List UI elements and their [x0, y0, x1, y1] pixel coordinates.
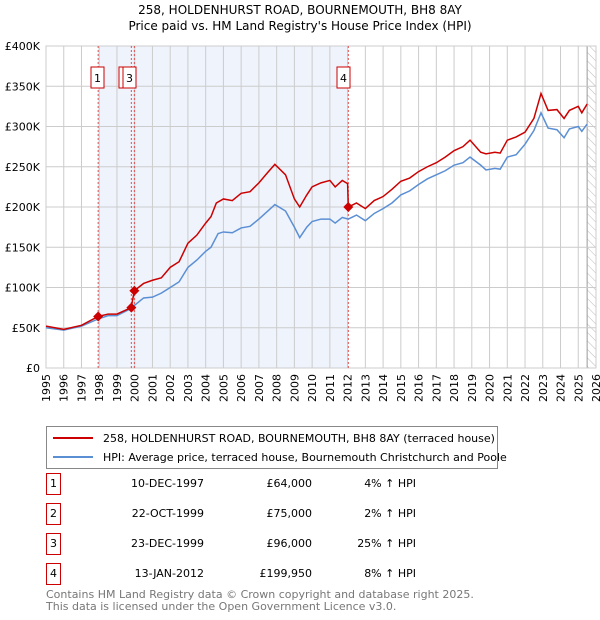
sale-number: 2 [46, 503, 61, 525]
sale-point [343, 202, 354, 213]
legend-item-property: 258, HOLDENHURST ROAD, BOURNEMOUTH, BH8 … [53, 430, 495, 446]
x-tick-label: 2026 [590, 374, 600, 402]
footer-licence: This data is licensed under the Open Gov… [46, 600, 397, 613]
x-tick-label: 2012 [342, 374, 355, 402]
sale-price: £64,000 [266, 477, 313, 490]
sale-date: 22-OCT-1999 [131, 507, 204, 520]
x-tick-label: 2020 [484, 374, 497, 402]
sale-hpi-diff: 8% ↑ HPI [364, 567, 416, 580]
y-tick-label: £350K [5, 80, 41, 93]
plot-border [45, 45, 597, 369]
y-tick-label: £100K [5, 282, 41, 295]
x-tick-label: 2014 [377, 374, 390, 402]
x-tick-label: 2013 [359, 374, 372, 402]
x-tick-label: 2011 [324, 374, 337, 402]
x-tick-label: 1995 [40, 374, 53, 402]
x-tick-label: 2008 [271, 374, 284, 402]
sale-row: 2 22-OCT-1999 £75,000 2% ↑ HPI [46, 503, 446, 525]
x-tick-label: 2003 [182, 374, 195, 402]
footer-copyright: Contains HM Land Registry data © Crown c… [46, 588, 474, 601]
sale-date: 23-DEC-1999 [130, 537, 204, 550]
legend-item-hpi: HPI: Average price, terraced house, Bour… [53, 449, 507, 465]
sale-number: 3 [46, 533, 61, 555]
sale-price: £199,950 [259, 567, 313, 580]
x-tick-label: 2021 [501, 374, 514, 402]
x-tick-label: 2018 [448, 374, 461, 402]
y-tick-label: £200K [5, 201, 41, 214]
sale-number: 4 [46, 563, 61, 585]
y-tick-label: £0 [26, 362, 40, 375]
x-tick-label: 2022 [519, 374, 532, 402]
sale-label-1: 1 [94, 72, 101, 85]
x-tick-label: 2009 [288, 374, 301, 402]
sale-date: 13-JAN-2012 [134, 567, 204, 580]
sale-hpi-diff: 4% ↑ HPI [364, 477, 416, 490]
x-tick-label: 1999 [111, 374, 124, 402]
sale-label-box [122, 66, 137, 89]
x-tick-label: 1998 [93, 374, 106, 402]
sale-label-box [336, 66, 351, 89]
sale-label-4: 4 [340, 72, 347, 85]
sale-row: 1 10-DEC-1997 £64,000 4% ↑ HPI [46, 473, 446, 495]
sale-row: 3 23-DEC-1999 £96,000 25% ↑ HPI [46, 533, 446, 555]
property-price-line [45, 91, 588, 331]
legend-label-property: 258, HOLDENHURST ROAD, BOURNEMOUTH, BH8 … [103, 431, 495, 445]
x-tick-label: 1997 [75, 374, 88, 402]
x-tick-label: 2002 [164, 374, 177, 402]
x-tick-label: 2004 [200, 374, 213, 402]
legend: 258, HOLDENHURST ROAD, BOURNEMOUTH, BH8 … [46, 426, 507, 469]
sale-point [129, 285, 140, 296]
x-tick-label: 2024 [555, 374, 568, 402]
sale-number: 1 [46, 473, 61, 495]
x-tick-label: 2025 [572, 374, 585, 402]
x-tick-label: 2010 [306, 374, 319, 402]
hpi-line [45, 110, 588, 331]
x-tick-label: 2005 [217, 374, 230, 402]
sale-point [93, 311, 104, 322]
legend-swatch-property [53, 437, 93, 439]
x-tick-label: 2007 [253, 374, 266, 402]
chart-subtitle: Price paid vs. HM Land Registry's House … [128, 19, 472, 33]
x-tick-label: 2000 [129, 374, 142, 402]
sale-price: £96,000 [266, 537, 313, 550]
legend-swatch-hpi [53, 456, 93, 458]
y-tick-label: £150K [5, 241, 41, 254]
sale-label-3: 3 [126, 72, 133, 85]
sale-price: £75,000 [266, 507, 313, 520]
x-tick-label: 2001 [146, 374, 159, 402]
y-tick-label: £400K [5, 40, 41, 53]
x-tick-label: 2023 [537, 374, 550, 402]
sale-row: 4 13-JAN-2012 £199,950 8% ↑ HPI [46, 563, 446, 585]
x-tick-label: 2017 [430, 374, 443, 402]
sale-hpi-diff: 25% ↑ HPI [357, 537, 416, 550]
sale-point [126, 302, 137, 313]
x-tick-label: 2015 [395, 374, 408, 402]
sale-date: 10-DEC-1997 [130, 477, 204, 490]
chart-title: 258, HOLDENHURST ROAD, BOURNEMOUTH, BH8 … [138, 3, 462, 17]
y-tick-label: £300K [5, 121, 41, 134]
plot-area: 1995 1996 1997 1998 1999 2000 2001 2002 2003 2004… [5, 40, 600, 402]
y-tick-label: £50K [12, 322, 41, 335]
x-tick-label: 2019 [466, 374, 479, 402]
sale-label-box [90, 66, 105, 89]
legend-label-hpi: HPI: Average price, terraced house, Bour… [103, 450, 507, 464]
y-tick-label: £250K [5, 161, 41, 174]
sale-hpi-diff: 2% ↑ HPI [364, 507, 416, 520]
x-tick-label: 2006 [235, 374, 248, 402]
x-tick-label: 1996 [58, 374, 71, 402]
x-tick-label: 2016 [413, 374, 426, 402]
